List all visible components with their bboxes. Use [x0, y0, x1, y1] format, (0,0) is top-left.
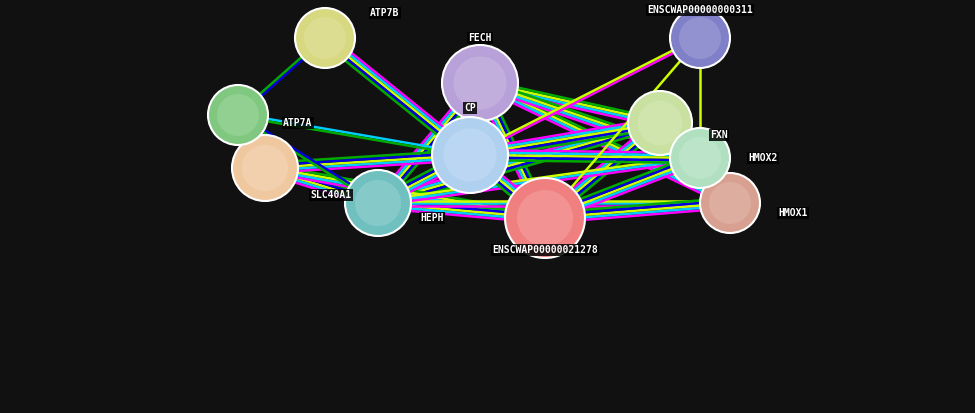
Text: ATP7A: ATP7A: [283, 118, 312, 128]
Circle shape: [295, 8, 355, 68]
Circle shape: [242, 145, 288, 191]
Text: FXN: FXN: [710, 130, 727, 140]
Text: ENSCWAP00000021278: ENSCWAP00000021278: [492, 245, 598, 255]
Circle shape: [345, 170, 411, 236]
Circle shape: [453, 57, 507, 109]
Text: SLC40A1: SLC40A1: [310, 190, 351, 200]
Circle shape: [304, 17, 346, 59]
Circle shape: [217, 94, 259, 136]
Circle shape: [670, 128, 730, 188]
Circle shape: [709, 182, 751, 224]
Circle shape: [444, 128, 496, 182]
Circle shape: [638, 101, 682, 145]
Text: ATP7B: ATP7B: [370, 8, 400, 18]
Circle shape: [432, 117, 508, 193]
Circle shape: [517, 190, 573, 246]
Circle shape: [679, 137, 721, 179]
Circle shape: [505, 178, 585, 258]
Circle shape: [670, 8, 730, 68]
Text: CP: CP: [464, 103, 476, 113]
Text: ENSCWAP00000000311: ENSCWAP00000000311: [647, 5, 753, 15]
Text: FECH: FECH: [468, 33, 491, 43]
Circle shape: [628, 91, 692, 155]
Text: HMOX1: HMOX1: [778, 208, 807, 218]
Circle shape: [442, 45, 518, 121]
Circle shape: [700, 173, 760, 233]
Circle shape: [679, 17, 721, 59]
Text: HEPH: HEPH: [420, 213, 444, 223]
Circle shape: [232, 135, 298, 201]
Text: HMOX2: HMOX2: [748, 153, 777, 163]
Circle shape: [208, 85, 268, 145]
Circle shape: [355, 180, 401, 226]
